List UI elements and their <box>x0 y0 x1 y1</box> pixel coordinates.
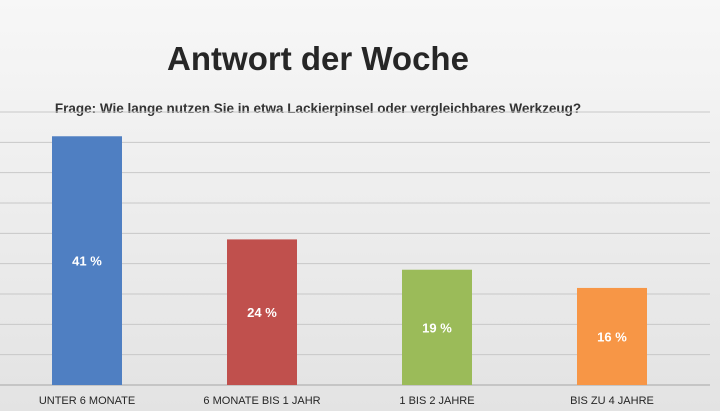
bar <box>402 269 472 385</box>
data-label: 24 % <box>247 305 277 320</box>
bar <box>227 239 297 385</box>
data-label: 16 % <box>597 329 627 344</box>
x-tick-label: UNTER 6 MONATE <box>39 395 135 407</box>
x-tick-label: BIS ZU 4 JAHRE <box>570 395 654 407</box>
bar <box>577 287 647 385</box>
x-tick-label: 1 BIS 2 JAHRE <box>399 395 474 407</box>
bar <box>52 136 122 385</box>
data-label: 19 % <box>422 320 452 335</box>
x-tick-label: 6 MONATE BIS 1 JAHR <box>203 395 320 407</box>
chart-title: Antwort der Woche <box>167 40 469 77</box>
data-label: 41 % <box>72 254 102 269</box>
